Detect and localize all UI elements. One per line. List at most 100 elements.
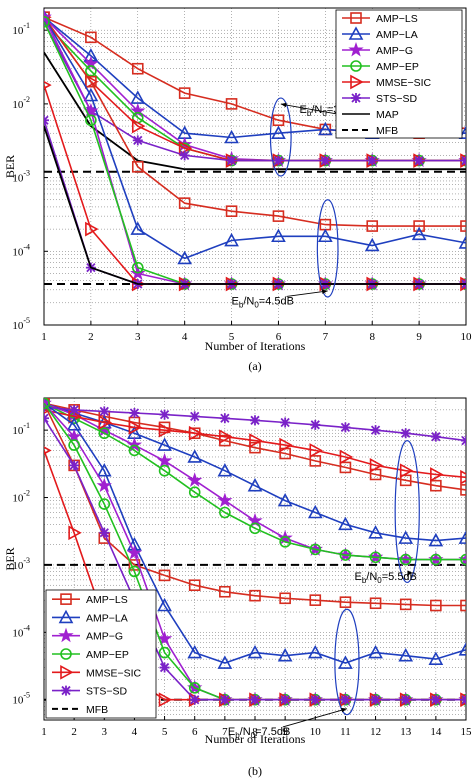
series-mmse-sic-point	[131, 118, 146, 134]
snr-annotation: Eb/N0=4.5dB	[232, 295, 294, 309]
legend-item-amp-ep: AMP−EP	[342, 60, 419, 73]
series-amp-ep-point	[44, 398, 50, 410]
series-mmse-sic-point	[460, 469, 466, 485]
x-tick-label: 4	[132, 726, 138, 738]
series-amp-la-point	[187, 449, 203, 463]
series-amp-la-point	[428, 651, 444, 665]
series-amp-ls-point	[309, 594, 322, 606]
series-amp-ls-point	[460, 220, 466, 232]
legend-point	[348, 41, 364, 57]
highlight-ellipse	[394, 439, 420, 584]
series-sts-sd-point	[461, 694, 466, 705]
series-amp-la-point	[317, 121, 333, 136]
series-amp-ls-point	[399, 474, 412, 487]
series-amp-la-point	[157, 437, 172, 451]
annotation-arrowhead	[341, 707, 347, 713]
legend: AMP−LS AMP−LA AMP−G AMP−EP MMSE−SIC STS−SD MFB	[45, 589, 157, 719]
series-amp-la-point	[177, 250, 193, 265]
x-tick-label: 10	[461, 331, 473, 343]
y-tick-label: 10-5	[12, 691, 30, 707]
x-tick-label: 8	[252, 726, 258, 738]
legend-item-amp-ep: AMP−EP	[52, 648, 129, 661]
series-amp-la-point	[317, 228, 333, 243]
series-mmse-sic-point	[369, 458, 384, 473]
series-amp-la-point	[307, 504, 323, 519]
series-sts-sd-point	[69, 404, 80, 415]
legend-item-sts-sd: STS−SD	[52, 685, 128, 698]
legend-label: MFB	[86, 704, 108, 716]
series-amp-ls-point	[339, 596, 352, 608]
x-tick-label: 3	[135, 331, 141, 343]
series-amp-g-point	[66, 428, 82, 444]
y-tick-label: 10-1	[12, 421, 30, 437]
y-tick-label: 10-5	[12, 316, 30, 332]
x-axis-label: Number of Iterations	[205, 339, 306, 353]
series-amp-ep-point	[128, 565, 141, 578]
legend-label: AMP−LS	[86, 594, 128, 606]
y-tick-label: 10-4	[12, 623, 30, 639]
annotation-arrow	[286, 290, 328, 297]
x-tick-label: 9	[282, 726, 288, 738]
series-amp-ep-point	[369, 551, 382, 564]
series-amp-la-point	[277, 648, 293, 662]
series-amp-la-point	[130, 90, 146, 104]
series-amp-ep-point	[188, 682, 201, 694]
legend-point	[348, 26, 364, 40]
series-mmse-sic-point	[430, 467, 444, 482]
x-tick-label: 15	[461, 726, 473, 738]
legend-label: MMSE−SIC	[376, 77, 432, 89]
x-tick-label: 10	[310, 726, 322, 738]
series-amp-ep-point	[158, 646, 171, 659]
series-amp-la-point	[458, 235, 466, 249]
legend-point	[350, 12, 362, 24]
annotation-arrowhead	[321, 289, 328, 294]
series-sts-sd-point	[340, 694, 351, 705]
legend-label: MMSE−SIC	[86, 667, 142, 679]
series-amp-ls-point	[460, 599, 466, 612]
series-mmse-sic-point	[399, 463, 414, 479]
x-tick-label: 11	[340, 726, 351, 738]
legend-label: AMP−LA	[86, 612, 128, 624]
legend-point	[58, 609, 74, 624]
legend-point	[60, 648, 72, 660]
series-amp-la-point	[428, 532, 444, 547]
legend-item-sts-sd: STS−SD	[342, 93, 418, 105]
series-amp-la-point	[458, 642, 466, 656]
series-sts-sd-point	[159, 662, 170, 673]
series-amp-g-point	[217, 492, 233, 508]
series-amp-g-point	[130, 102, 146, 118]
series-amp-la-point	[411, 226, 427, 241]
series-amp-ls-point	[225, 205, 238, 217]
series-amp-ls-point	[249, 441, 261, 454]
y-axis-label: BER	[3, 155, 17, 178]
y-tick-label: 10-4	[12, 242, 30, 258]
series-amp-la-point	[224, 129, 239, 144]
x-tick-label: 13	[400, 726, 412, 738]
series-amp-ls-point	[158, 569, 171, 582]
series-amp-g-point	[126, 545, 143, 560]
legend-item-amp-ls: AMP−LS	[52, 593, 128, 606]
series-amp-ep-point	[98, 427, 111, 440]
legend-item-mfb: MFB	[342, 125, 398, 137]
series-mmse-sic-point	[158, 422, 173, 438]
series-amp-la-point	[247, 644, 263, 659]
series-amp-la-point	[398, 530, 414, 544]
legend-point	[61, 685, 71, 696]
series-amp-ls-point	[85, 31, 97, 44]
legend-label: MAP	[376, 109, 399, 121]
series-mmse-sic-line	[44, 409, 466, 479]
legend-item-amp-la: AMP−LA	[52, 609, 128, 624]
x-tick-label: 5	[162, 726, 168, 738]
y-tick-label: 10-3	[12, 169, 30, 185]
series-amp-ls-point	[44, 11, 50, 24]
y-tick-label: 10-2	[12, 95, 30, 111]
series-amp-ls-point	[430, 479, 442, 492]
x-tick-label: 6	[192, 726, 198, 738]
series-sts-sd-point	[461, 155, 466, 166]
x-tick-label: 4	[182, 331, 188, 343]
annotation-arrowhead	[407, 570, 412, 577]
series-amp-ep-point	[98, 498, 111, 510]
series-amp-la	[44, 9, 466, 265]
series-amp-ep-point	[131, 261, 144, 274]
series-amp-ep-point	[68, 439, 80, 451]
